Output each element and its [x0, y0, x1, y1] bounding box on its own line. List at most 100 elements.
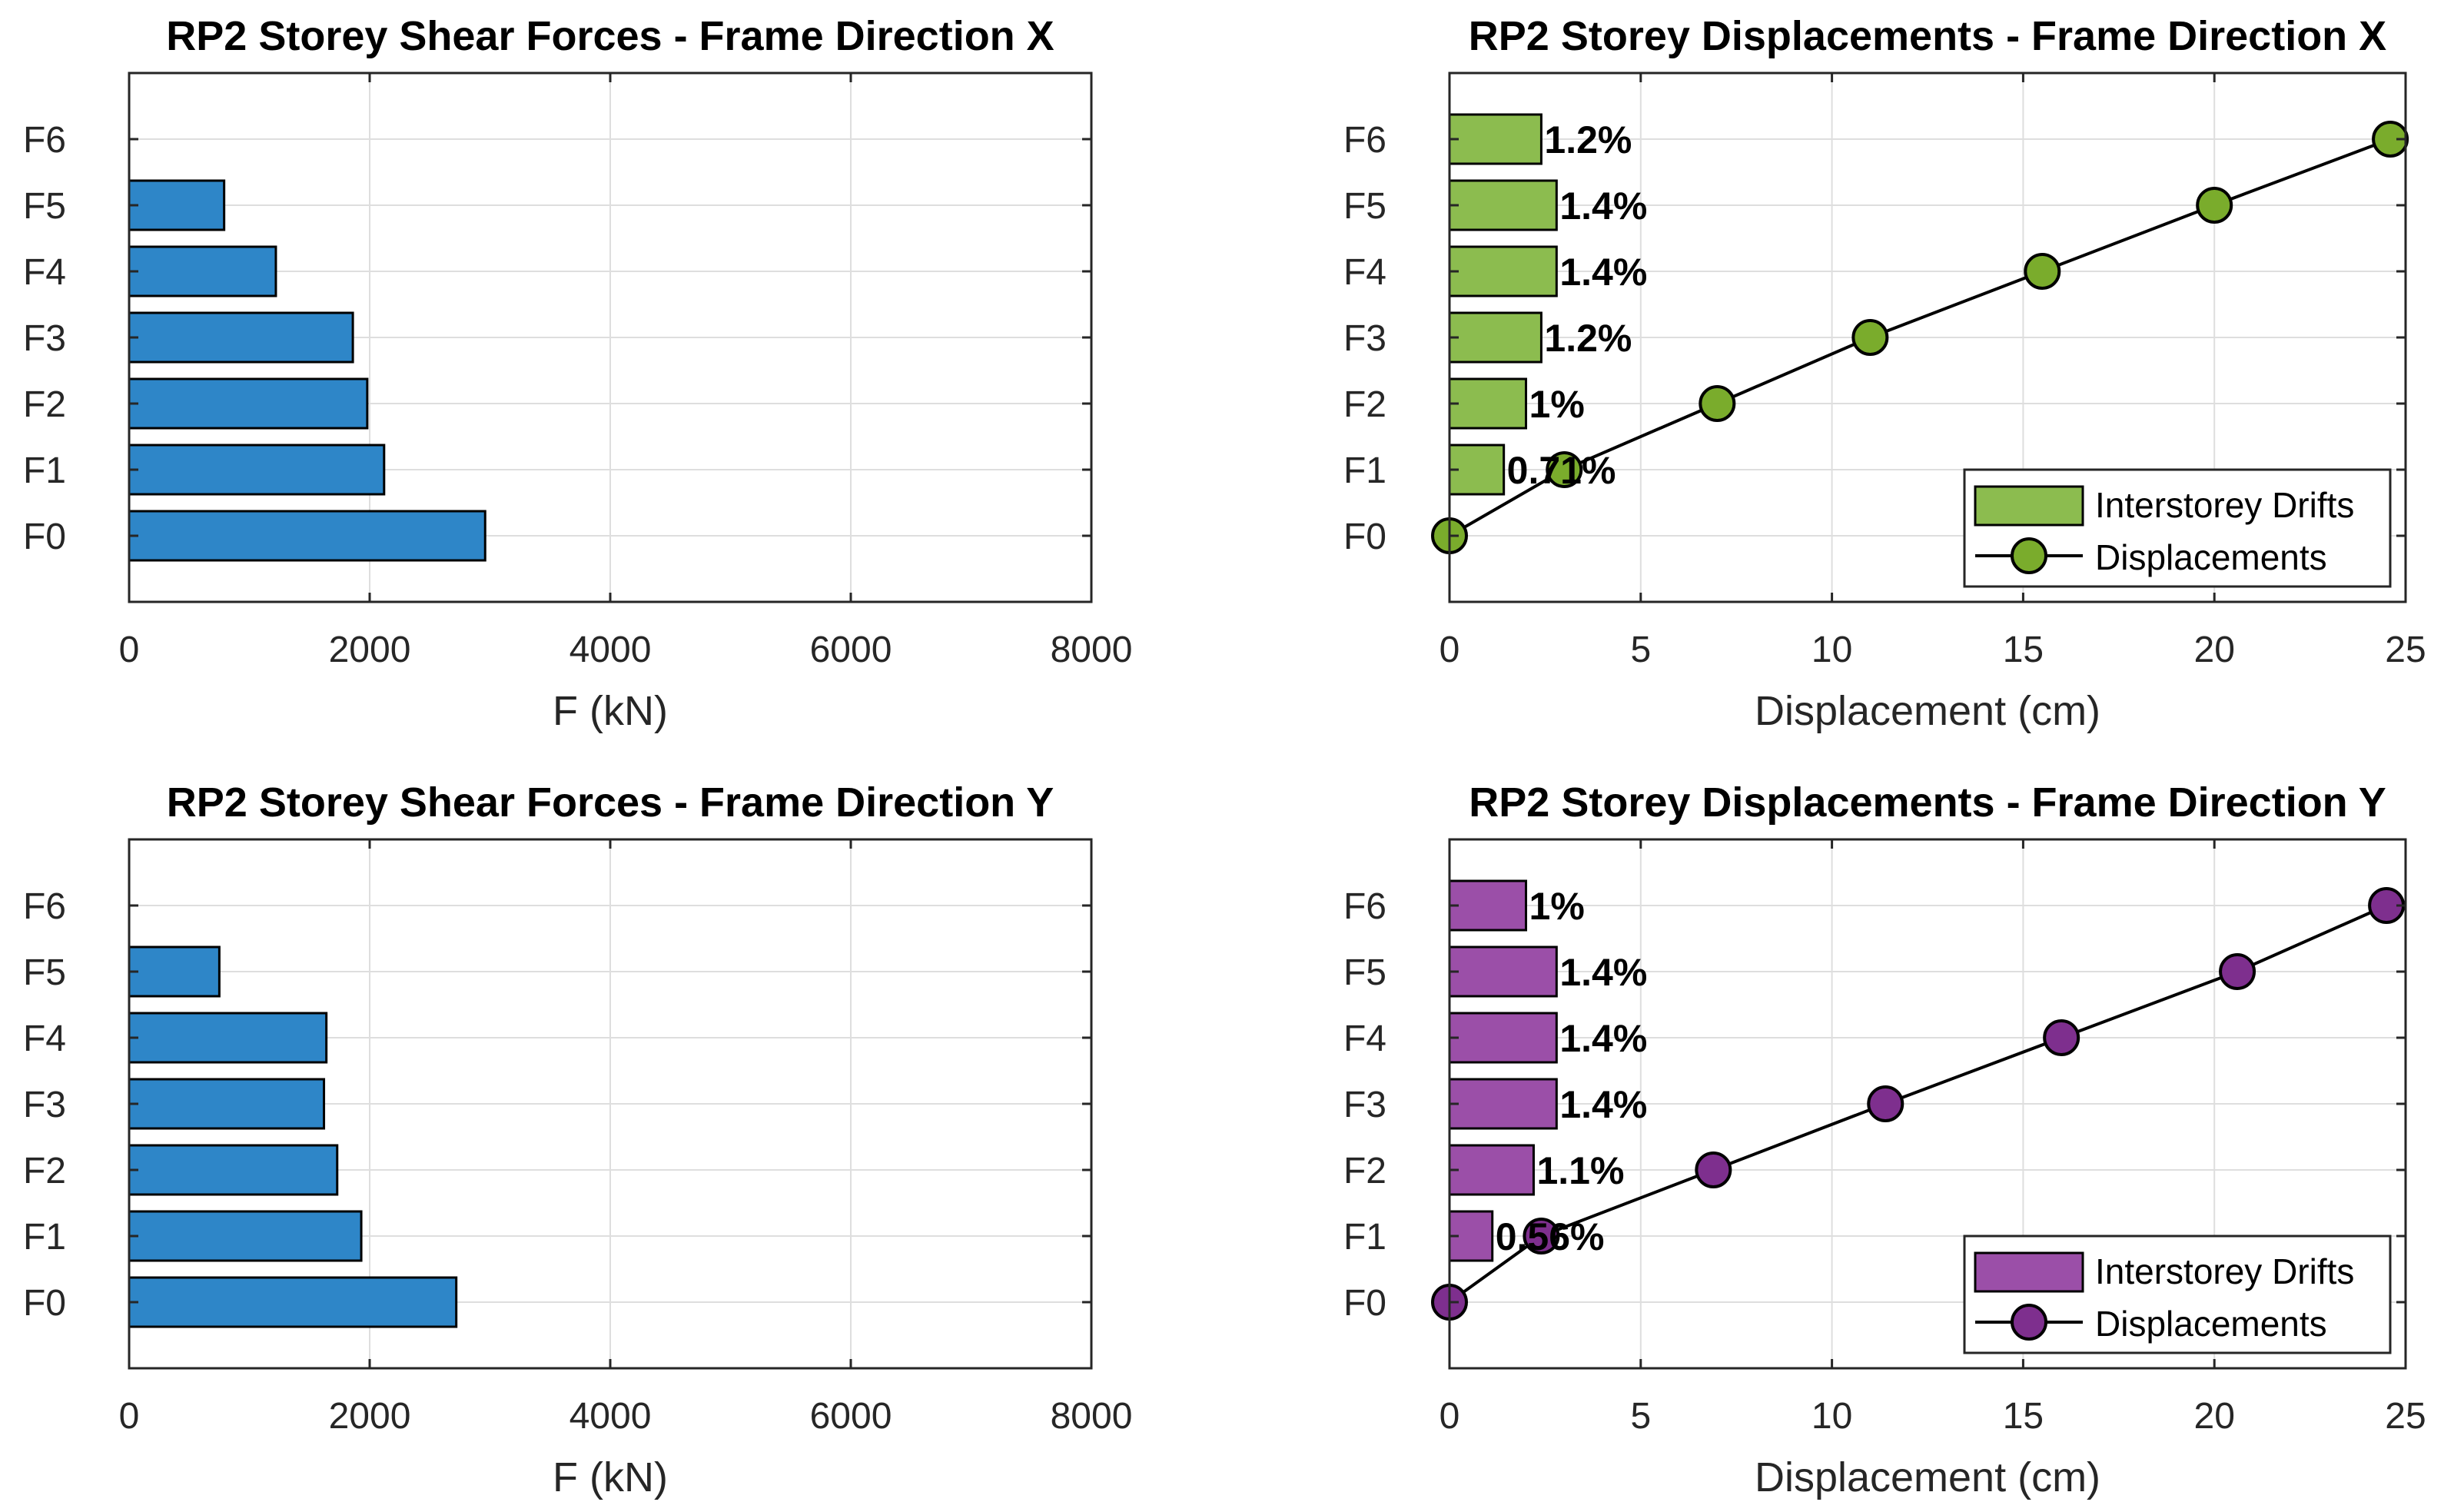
chart-1: 0 2000 4000 6000 8000 F0 F1 F2 F3 F4 F5 F6 RP2 Store…: [23, 13, 1132, 734]
legend: Interstorey Drifts Displacements: [1963, 1235, 2392, 1354]
ytick-label-F4: F4: [23, 1019, 66, 1059]
ytick-label-F1: F1: [1343, 1217, 1386, 1258]
drift-label-F5: 1.4%: [1559, 951, 1647, 994]
ytick-label-F2: F2: [23, 384, 66, 425]
bar-F5: [128, 945, 221, 998]
bar-F5: [128, 179, 226, 231]
chart-2: 0.71% 1% 1.2% 1.4% 1.4% 1.2% 0 5 10 15 20 25 F0 F1 F2 F…: [1343, 13, 2426, 734]
displacement-point-F2: [1699, 385, 1736, 422]
legend-label-displacements: Displacements: [2095, 537, 2327, 577]
ytick-label-F4: F4: [1343, 1019, 1386, 1059]
x-axis-label: Displacement (cm): [1755, 1454, 2100, 1500]
bar-F3: [128, 311, 354, 364]
bar-F2: [1448, 1144, 1535, 1196]
xtick-label-2: 4000: [570, 630, 652, 670]
bar-F1: [128, 1210, 363, 1262]
x-axis-label: F (kN): [553, 1454, 668, 1500]
bar-F6: [1448, 113, 1542, 165]
ytick-label-F2: F2: [1343, 1151, 1386, 1191]
bar-F4: [128, 1012, 328, 1064]
xtick-label-2: 10: [1811, 1396, 1852, 1437]
displacement-point-F4: [2043, 1019, 2080, 1056]
bar-F3: [1448, 1078, 1558, 1130]
ytick-label-F6: F6: [1343, 886, 1386, 927]
chart-title: RP2 Storey Displacements - Frame Directi…: [1469, 13, 2386, 59]
displacement-point-F5: [2219, 953, 2256, 990]
bar-F2: [128, 1144, 339, 1196]
xtick-label-0: 0: [119, 1396, 140, 1437]
ytick-label-F5: F5: [1343, 952, 1386, 993]
displacement-point-F5: [2196, 187, 2233, 224]
drift-label-F4: 1.4%: [1559, 251, 1647, 294]
bar-F4: [1448, 1012, 1558, 1064]
xtick-label-0: 0: [119, 630, 140, 670]
xtick-label-5: 25: [2385, 1396, 2426, 1437]
bar-F3: [1448, 311, 1542, 364]
bar-F0: [128, 510, 486, 562]
bar-F4: [128, 245, 277, 297]
ytick-label-F1: F1: [23, 1217, 66, 1258]
ytick-label-F5: F5: [23, 952, 66, 993]
drift-label-F3: 1.4%: [1559, 1083, 1647, 1126]
xtick-label-4: 20: [2194, 630, 2235, 670]
chart-4: 0.56% 1.1% 1.4% 1.4% 1.4% 1% 0 5 10 15 20 25 F0 F1 F2 F…: [1343, 779, 2426, 1500]
legend-swatch-drifts: [1974, 485, 2084, 527]
ytick-label-F5: F5: [1343, 186, 1386, 227]
ytick-label-F6: F6: [1343, 120, 1386, 161]
displacement-point-F4: [2024, 253, 2061, 290]
ytick-label-F1: F1: [1343, 450, 1386, 491]
xtick-label-0: 0: [1440, 630, 1460, 670]
drift-label-F3: 1.2%: [1544, 317, 1632, 360]
displacement-point-F1: [1523, 1218, 1560, 1254]
xtick-label-2: 10: [1811, 630, 1852, 670]
drift-label-F6: 1.2%: [1544, 118, 1632, 161]
bar-F2: [128, 377, 369, 430]
displacement-point-F6: [2372, 121, 2409, 158]
drift-label-F2: 1.1%: [1536, 1149, 1624, 1192]
ytick-label-F3: F3: [1343, 318, 1386, 359]
xtick-label-1: 5: [1630, 1396, 1651, 1437]
bar-F4: [1448, 245, 1558, 297]
chart-3: 0 2000 4000 6000 8000 F0 F1 F2 F3 F4 F5 F6 RP2 Store…: [23, 779, 1132, 1500]
displacement-point-F3: [1867, 1085, 1904, 1122]
drift-label-F6: 1%: [1529, 885, 1585, 928]
chart-title: RP2 Storey Shear Forces - Frame Directio…: [166, 13, 1054, 59]
ytick-label-F3: F3: [23, 318, 66, 359]
xtick-label-3: 15: [2003, 1396, 2044, 1437]
displacement-point-F1: [1546, 451, 1583, 488]
ytick-label-F2: F2: [23, 1151, 66, 1191]
ytick-label-F4: F4: [1343, 252, 1386, 293]
chart-title: RP2 Storey Shear Forces - Frame Directio…: [167, 779, 1054, 826]
ytick-label-F6: F6: [23, 120, 66, 161]
bar-F0: [128, 1276, 458, 1328]
ytick-label-F2: F2: [1343, 384, 1386, 425]
x-axis-label: Displacement (cm): [1755, 688, 2100, 734]
xtick-label-1: 2000: [329, 1396, 411, 1437]
drift-label-F1: 0.71%: [1507, 449, 1616, 492]
ytick-label-F6: F6: [23, 886, 66, 927]
ytick-label-F3: F3: [1343, 1085, 1386, 1125]
legend-label-displacements: Displacements: [2095, 1304, 2327, 1344]
ytick-label-F1: F1: [23, 450, 66, 491]
ytick-label-F4: F4: [23, 252, 66, 293]
displacement-point-F3: [1851, 319, 1889, 356]
bar-F5: [1448, 179, 1558, 231]
chart-title: RP2 Storey Displacements - Frame Directi…: [1469, 779, 2386, 826]
xtick-label-4: 20: [2194, 1396, 2235, 1437]
xtick-label-4: 8000: [1051, 1396, 1133, 1437]
xtick-label-3: 6000: [810, 1396, 892, 1437]
xtick-label-4: 8000: [1051, 630, 1133, 670]
bar-F2: [1448, 377, 1528, 430]
legend-label-drifts: Interstorey Drifts: [2095, 485, 2354, 525]
legend: Interstorey Drifts Displacements: [1963, 468, 2392, 588]
xtick-label-3: 6000: [810, 630, 892, 670]
xtick-label-5: 25: [2385, 630, 2426, 670]
xtick-label-2: 4000: [570, 1396, 652, 1437]
bar-F3: [128, 1078, 326, 1130]
legend-label-drifts: Interstorey Drifts: [2095, 1251, 2354, 1291]
drift-label-F5: 1.4%: [1559, 184, 1647, 228]
drift-label-F1: 0.56%: [1496, 1215, 1605, 1258]
xtick-label-1: 5: [1630, 630, 1651, 670]
legend-marker-displacements: [2011, 1304, 2047, 1341]
